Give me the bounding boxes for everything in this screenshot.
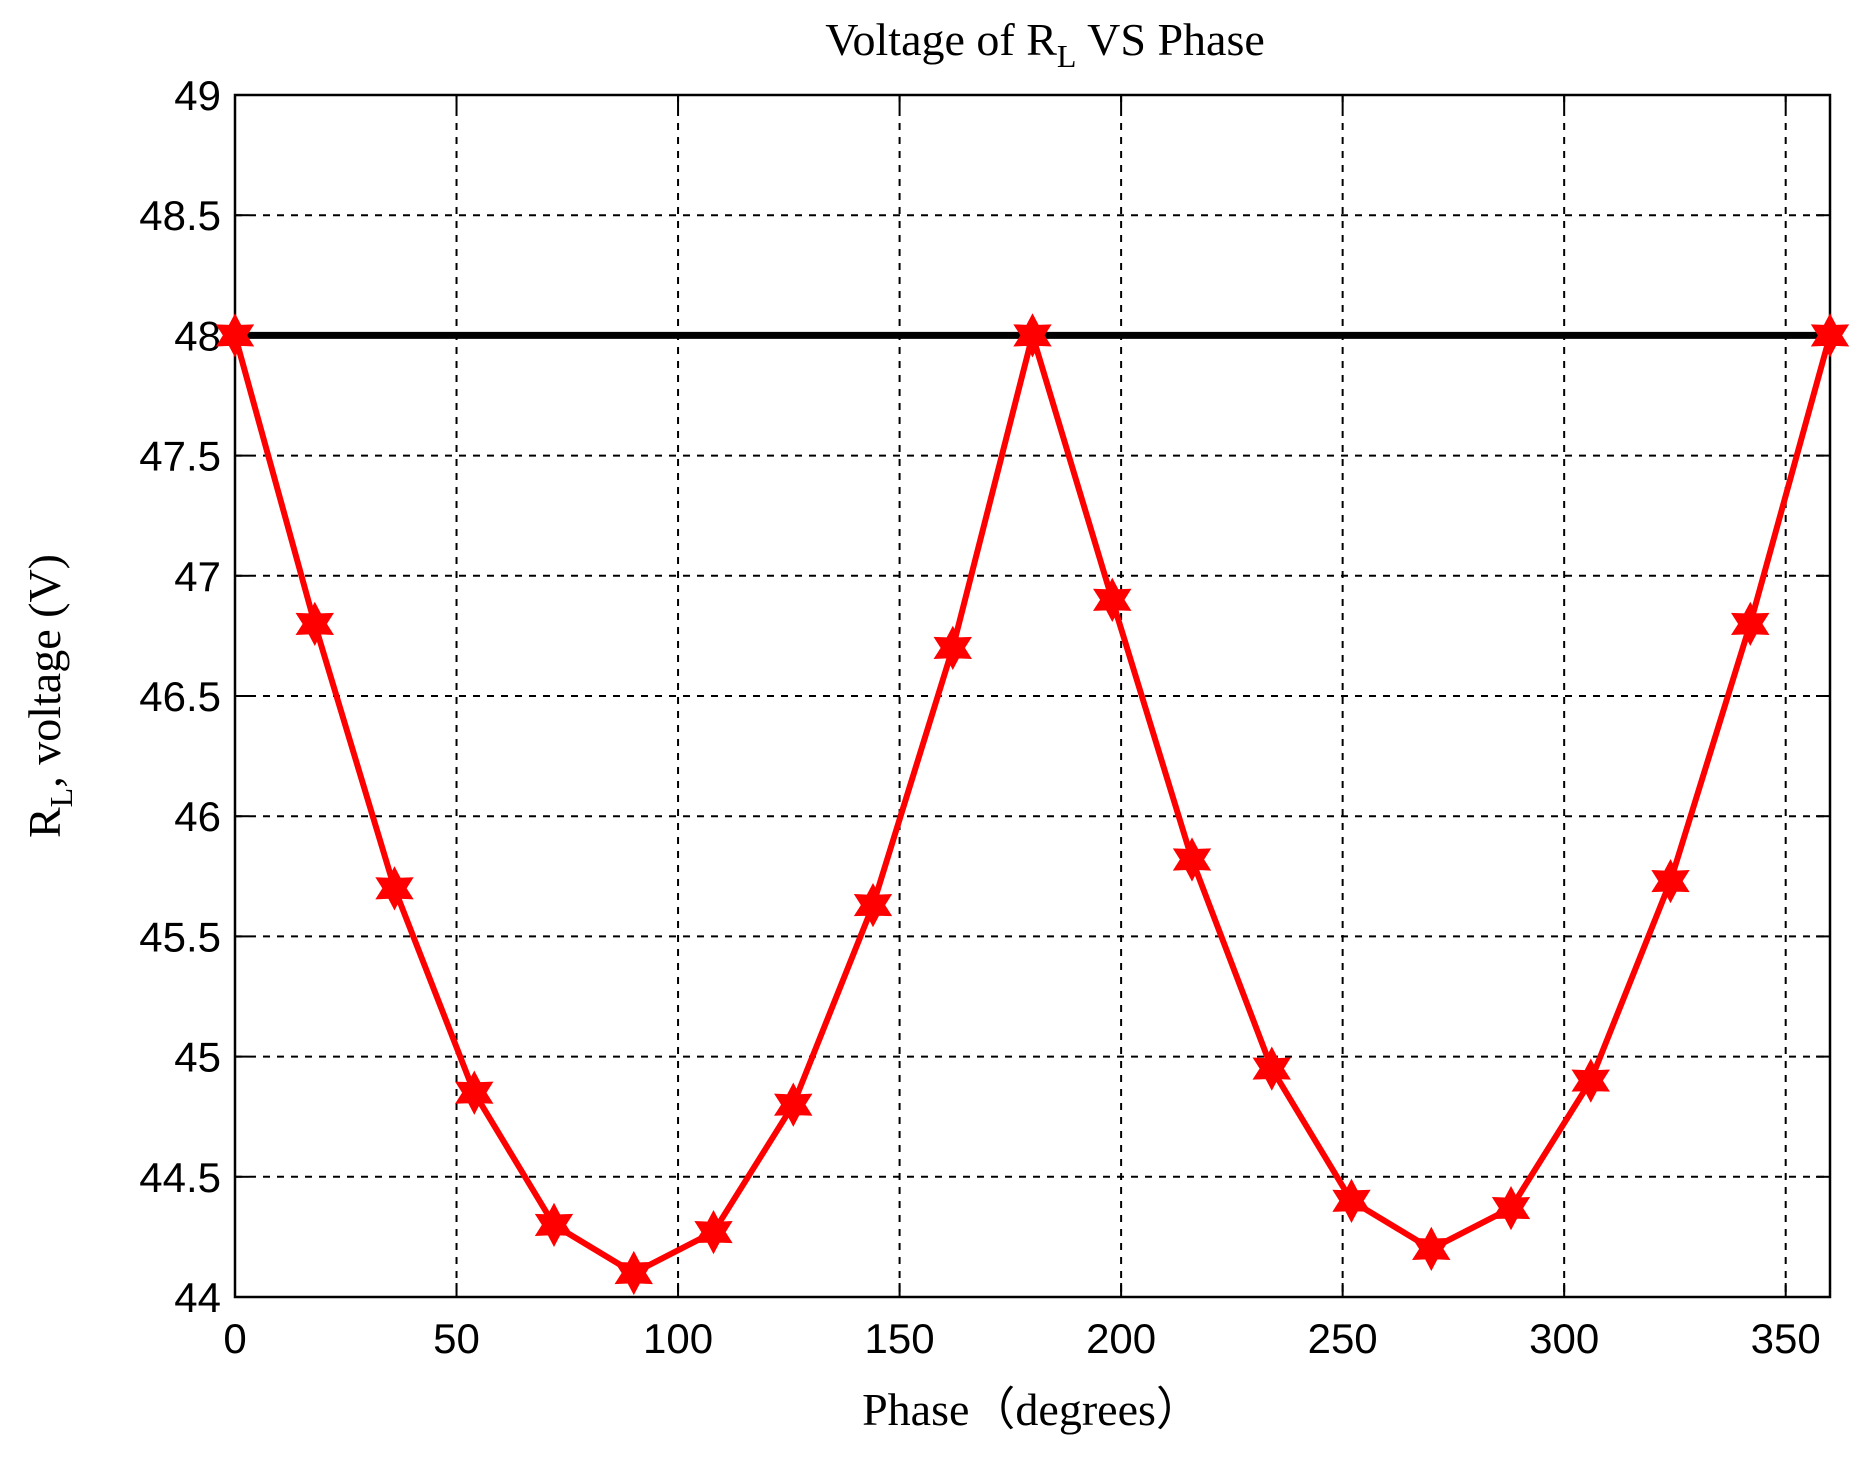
x-axis-label: Phase（degrees） <box>862 1384 1202 1435</box>
y-tick-label: 47 <box>174 553 221 600</box>
x-tick-label: 350 <box>1751 1315 1821 1362</box>
y-tick-label: 44 <box>174 1274 221 1321</box>
data-point <box>215 313 255 358</box>
x-tick-label: 250 <box>1308 1315 1378 1362</box>
data-point <box>1491 1185 1531 1231</box>
title-rest: VS Phase <box>1076 14 1264 65</box>
y-label-sub: L <box>43 788 79 808</box>
data-point <box>455 1070 494 1115</box>
y-label-text: R <box>19 807 70 838</box>
title-sub: L <box>1057 38 1077 74</box>
y-tick-label: 45.5 <box>139 913 221 960</box>
data-point <box>1332 1178 1371 1223</box>
y-tick-label: 49 <box>174 72 221 119</box>
data-point <box>295 601 334 647</box>
data-point <box>1412 1226 1451 1272</box>
plot-frame <box>233 93 1832 1299</box>
data-point <box>774 1082 813 1127</box>
data-point <box>1093 577 1132 622</box>
y-tick-label: 48 <box>174 312 221 359</box>
data-point <box>933 625 972 671</box>
y-axis-label: RL, voltage (V) <box>19 554 79 838</box>
y-tick-label: 45 <box>174 1034 221 1081</box>
title-text: Voltage of R <box>825 14 1057 65</box>
data-point <box>1651 858 1690 904</box>
y-label-rest: , voltage (V) <box>19 554 70 788</box>
y-tick-label: 46 <box>174 793 221 840</box>
data-point <box>853 882 893 928</box>
data-point <box>534 1202 574 1248</box>
y-tick-label: 48.5 <box>139 192 221 239</box>
data-point <box>375 866 414 911</box>
data-point <box>1172 837 1212 882</box>
x-tick-label: 50 <box>433 1315 480 1362</box>
data-point <box>1810 313 1850 358</box>
data-point <box>694 1209 733 1255</box>
x-tick-label: 200 <box>1086 1315 1156 1362</box>
data-point <box>1571 1058 1610 1103</box>
data-point <box>614 1250 653 1296</box>
x-tick-label: 300 <box>1529 1315 1599 1362</box>
x-tick-label: 150 <box>865 1315 935 1362</box>
y-tick-label: 44.5 <box>139 1154 221 1201</box>
data-point <box>1252 1046 1291 1091</box>
data-point <box>1731 601 1770 647</box>
chart-title: Voltage of RL VS Phase <box>825 14 1265 74</box>
y-tick-label: 47.5 <box>139 433 221 480</box>
data-point <box>1013 313 1052 358</box>
x-tick-label: 0 <box>223 1315 246 1362</box>
y-tick-label: 46.5 <box>139 673 221 720</box>
x-tick-label: 100 <box>643 1315 713 1362</box>
